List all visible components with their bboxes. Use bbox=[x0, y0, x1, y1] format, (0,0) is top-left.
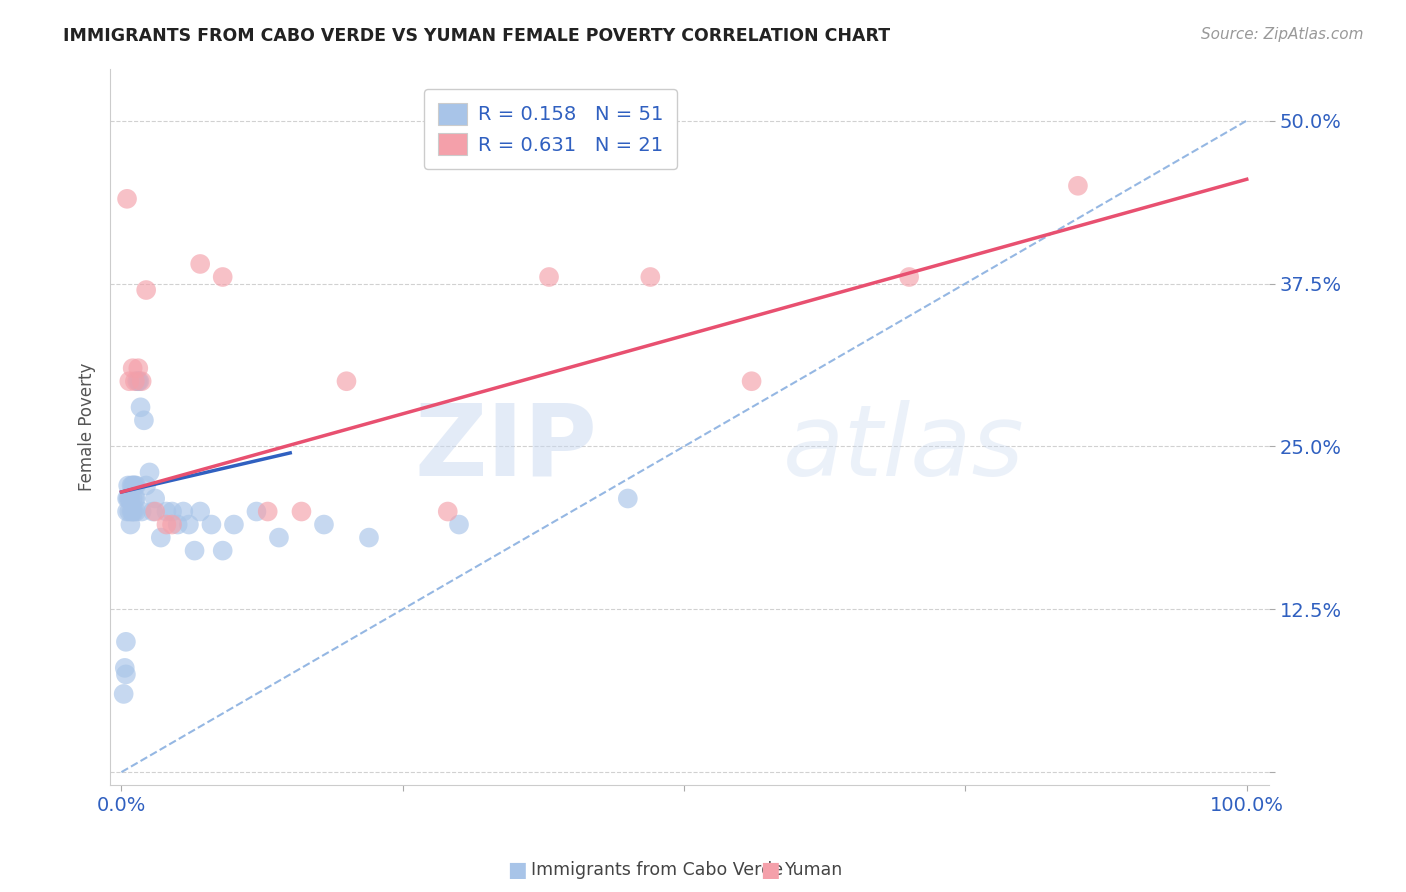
Point bbox=[135, 283, 157, 297]
Text: ■: ■ bbox=[508, 860, 527, 880]
Point bbox=[357, 531, 380, 545]
Point bbox=[160, 504, 183, 518]
Point bbox=[124, 374, 146, 388]
Point bbox=[124, 478, 146, 492]
Point bbox=[160, 517, 183, 532]
Point bbox=[124, 491, 146, 506]
Point bbox=[143, 491, 166, 506]
Text: ■: ■ bbox=[761, 860, 780, 880]
Point bbox=[1067, 178, 1090, 193]
Point bbox=[121, 361, 143, 376]
Point bbox=[127, 374, 149, 388]
Point bbox=[741, 374, 763, 388]
Point bbox=[125, 491, 148, 506]
Point bbox=[898, 270, 921, 285]
Point bbox=[149, 531, 172, 545]
Point bbox=[200, 517, 222, 532]
Point bbox=[115, 491, 138, 506]
Point bbox=[122, 504, 145, 518]
Point bbox=[121, 504, 143, 518]
Point bbox=[120, 491, 142, 506]
Point bbox=[183, 543, 205, 558]
Point bbox=[312, 517, 335, 532]
Point bbox=[166, 517, 188, 532]
Point bbox=[211, 543, 233, 558]
Point bbox=[335, 374, 357, 388]
Text: Immigrants from Cabo Verde: Immigrants from Cabo Verde bbox=[531, 861, 783, 879]
Point bbox=[115, 667, 138, 681]
Point bbox=[188, 257, 211, 271]
Point bbox=[118, 491, 141, 506]
Point bbox=[172, 504, 194, 518]
Point bbox=[129, 401, 152, 415]
Point bbox=[128, 374, 150, 388]
Point bbox=[127, 374, 149, 388]
Point bbox=[115, 504, 138, 518]
Point bbox=[115, 635, 138, 649]
Point bbox=[211, 270, 233, 285]
Point bbox=[117, 491, 139, 506]
Point bbox=[143, 504, 166, 518]
Point bbox=[112, 687, 135, 701]
Point bbox=[131, 504, 153, 518]
Point bbox=[640, 270, 662, 285]
Point bbox=[436, 504, 458, 518]
Point bbox=[290, 504, 312, 518]
Point bbox=[115, 192, 138, 206]
Point bbox=[177, 517, 200, 532]
Point bbox=[188, 504, 211, 518]
Point bbox=[120, 517, 142, 532]
Point bbox=[121, 491, 143, 506]
Point bbox=[131, 374, 153, 388]
Point bbox=[121, 478, 143, 492]
Point bbox=[447, 517, 470, 532]
Point bbox=[132, 413, 155, 427]
Point bbox=[138, 466, 160, 480]
Point bbox=[142, 504, 165, 518]
Point bbox=[222, 517, 245, 532]
Point bbox=[114, 661, 136, 675]
Text: IMMIGRANTS FROM CABO VERDE VS YUMAN FEMALE POVERTY CORRELATION CHART: IMMIGRANTS FROM CABO VERDE VS YUMAN FEMA… bbox=[63, 27, 890, 45]
Point bbox=[155, 504, 177, 518]
Text: atlas: atlas bbox=[782, 400, 1024, 497]
Text: Source: ZipAtlas.com: Source: ZipAtlas.com bbox=[1201, 27, 1364, 42]
Y-axis label: Female Poverty: Female Poverty bbox=[79, 363, 96, 491]
Point bbox=[267, 531, 290, 545]
Point bbox=[245, 504, 267, 518]
Point bbox=[118, 374, 141, 388]
Point bbox=[125, 478, 148, 492]
Point bbox=[155, 517, 177, 532]
Text: Yuman: Yuman bbox=[785, 861, 842, 879]
Point bbox=[121, 504, 143, 518]
Text: ZIP: ZIP bbox=[415, 400, 598, 497]
Point bbox=[118, 504, 141, 518]
Point bbox=[617, 491, 640, 506]
Point bbox=[256, 504, 278, 518]
Point bbox=[121, 478, 143, 492]
Point bbox=[127, 361, 149, 376]
Point bbox=[122, 478, 145, 492]
Point bbox=[537, 270, 560, 285]
Point bbox=[117, 478, 139, 492]
Point bbox=[125, 504, 148, 518]
Point bbox=[135, 478, 157, 492]
Legend: R = 0.158   N = 51, R = 0.631   N = 21: R = 0.158 N = 51, R = 0.631 N = 21 bbox=[423, 89, 678, 169]
